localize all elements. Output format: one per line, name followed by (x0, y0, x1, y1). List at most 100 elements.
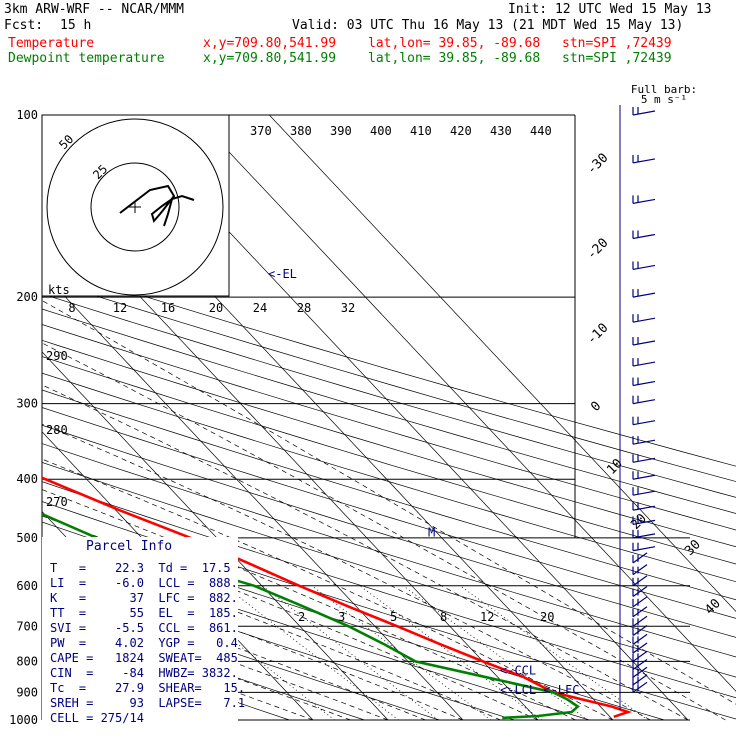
pressure-label: 100 (16, 108, 38, 122)
wind-barbs (619, 105, 656, 710)
parcel-row: K = 37 LFC = 882. (50, 591, 238, 605)
lcl-lfc-marker: <-LCL <-LFC (500, 683, 579, 697)
dry-adiabat (42, 481, 736, 699)
parcel-row: Tc = 27.9 SHEAR= 15. (50, 681, 246, 695)
model-label: 3km ARW-WRF -- NCAR/MMM (4, 2, 185, 17)
init-time: Init: 12 UTC Wed 15 May 13 (508, 2, 712, 17)
speed-label: 28 (297, 301, 311, 315)
wind-barb (632, 110, 656, 116)
speed-label: 24 (253, 301, 267, 315)
speed-label: 20 (209, 301, 223, 315)
theta-label: 430 (490, 124, 512, 138)
parcel-info-title: Parcel Info (86, 539, 173, 554)
wind-barb (632, 586, 648, 597)
wind-barb (632, 681, 648, 693)
temperature-station: stn=SPI ,72439 (562, 36, 672, 51)
wind-barb (632, 519, 656, 525)
speed-label: 12 (113, 301, 127, 315)
parcel-row: CELL = 275/14 (50, 711, 144, 725)
moist-adiabat (42, 458, 614, 721)
pressure-label: 300 (16, 397, 38, 411)
wind-barb (632, 596, 648, 608)
wind-barb (632, 292, 656, 298)
pressure-label: 500 (16, 531, 38, 545)
isotherm-label: 40 (702, 596, 724, 618)
isotherm-label: -20 (584, 236, 611, 263)
mixing-ratio-label: 8 (440, 610, 447, 624)
isotherm-line (42, 351, 389, 721)
wind-barb (632, 575, 648, 587)
temperature-xy: x,y=709.80,541.99 (203, 36, 337, 51)
dry-adiabat (42, 356, 736, 565)
wind-barb (632, 633, 648, 645)
dry-adiabat (42, 324, 736, 531)
speed-label: 8 (68, 301, 75, 315)
ccl-marker: <-CCL (500, 664, 536, 678)
mixing-ratio-label: 5 (390, 610, 397, 624)
dry-adiabat (42, 564, 515, 721)
dry-adiabat (42, 264, 736, 467)
parcel-info-panel: Parcel Info T = 22.3 Td = 17.5 LI = -6.0… (42, 537, 245, 733)
wind-barb (632, 546, 656, 552)
dry-adiabat (42, 407, 736, 619)
wind-barb (632, 317, 656, 323)
parcel-row: CAPE = 1824 SWEAT= 485 (50, 651, 238, 665)
wind-barb (632, 674, 648, 686)
moist-adiabat (42, 342, 726, 721)
theta-label: 290 (46, 349, 68, 363)
theta-label: 410 (410, 124, 432, 138)
wind-barb (632, 264, 656, 271)
wind-barb (632, 642, 648, 654)
temperature-field-label: Temperature (8, 36, 95, 51)
mixing-ratio-line (224, 585, 399, 721)
parcel-row: LI = -6.0 LCL = 888. (50, 576, 238, 590)
hodograph-trace (119, 184, 195, 227)
pressure-label: 1000 (9, 713, 38, 727)
pressure-label: 900 (16, 685, 38, 699)
wind-barb (632, 158, 656, 164)
pressure-label: 600 (16, 579, 38, 593)
hodograph-unit: kts (48, 283, 70, 297)
isotherm-line (194, 115, 736, 692)
mixing-ratio-label: 2 (298, 610, 305, 624)
isotherm-label: 30 (682, 537, 704, 559)
wind-barb (632, 233, 656, 240)
wind-barb (632, 380, 656, 387)
wind-barb (632, 198, 656, 204)
forecast-hour: 15 h (60, 18, 92, 33)
parcel-row: T = 22.3 Td = 17.5 (50, 561, 231, 575)
theta-label: 390 (330, 124, 352, 138)
dry-adiabat (42, 462, 736, 678)
wind-barb (632, 552, 648, 564)
mixing-ratio-label: 20 (540, 610, 554, 624)
pressure-label: 700 (16, 619, 38, 633)
theta-label: 380 (290, 124, 312, 138)
el-marker: <-EL (268, 267, 297, 281)
wind-barb (632, 457, 656, 463)
wind-barb (632, 658, 648, 670)
dry-adiabat (42, 424, 736, 638)
wind-barb (632, 615, 648, 627)
mixing-ratio-line (402, 585, 589, 721)
pressure-label: 400 (16, 472, 38, 486)
theta-label: 420 (450, 124, 472, 138)
dewpoint-xy: x,y=709.80,541.99 (203, 51, 337, 66)
isotherm-label: -10 (584, 321, 611, 348)
forecast-label: Fcst: (4, 18, 44, 33)
parcel-row: SREH = 93 LAPSE= 7.1 (50, 696, 246, 710)
wind-barb (632, 564, 648, 576)
wind-barb (632, 650, 648, 662)
wind-barb (632, 505, 656, 511)
parcel-row: PW = 4.02 YGP = 0.4 (50, 636, 238, 650)
theta-label: 280 (46, 423, 68, 437)
theta-label: 440 (530, 124, 552, 138)
dry-adiabat (42, 339, 736, 548)
pressure-label: 200 (16, 290, 38, 304)
dry-adiabat (42, 293, 736, 498)
pressure-label: 800 (16, 654, 38, 668)
hodograph-ring-25 (90, 162, 180, 252)
dry-adiabat (42, 308, 736, 514)
moist-adiabat (42, 300, 736, 705)
dry-adiabat (42, 443, 736, 658)
